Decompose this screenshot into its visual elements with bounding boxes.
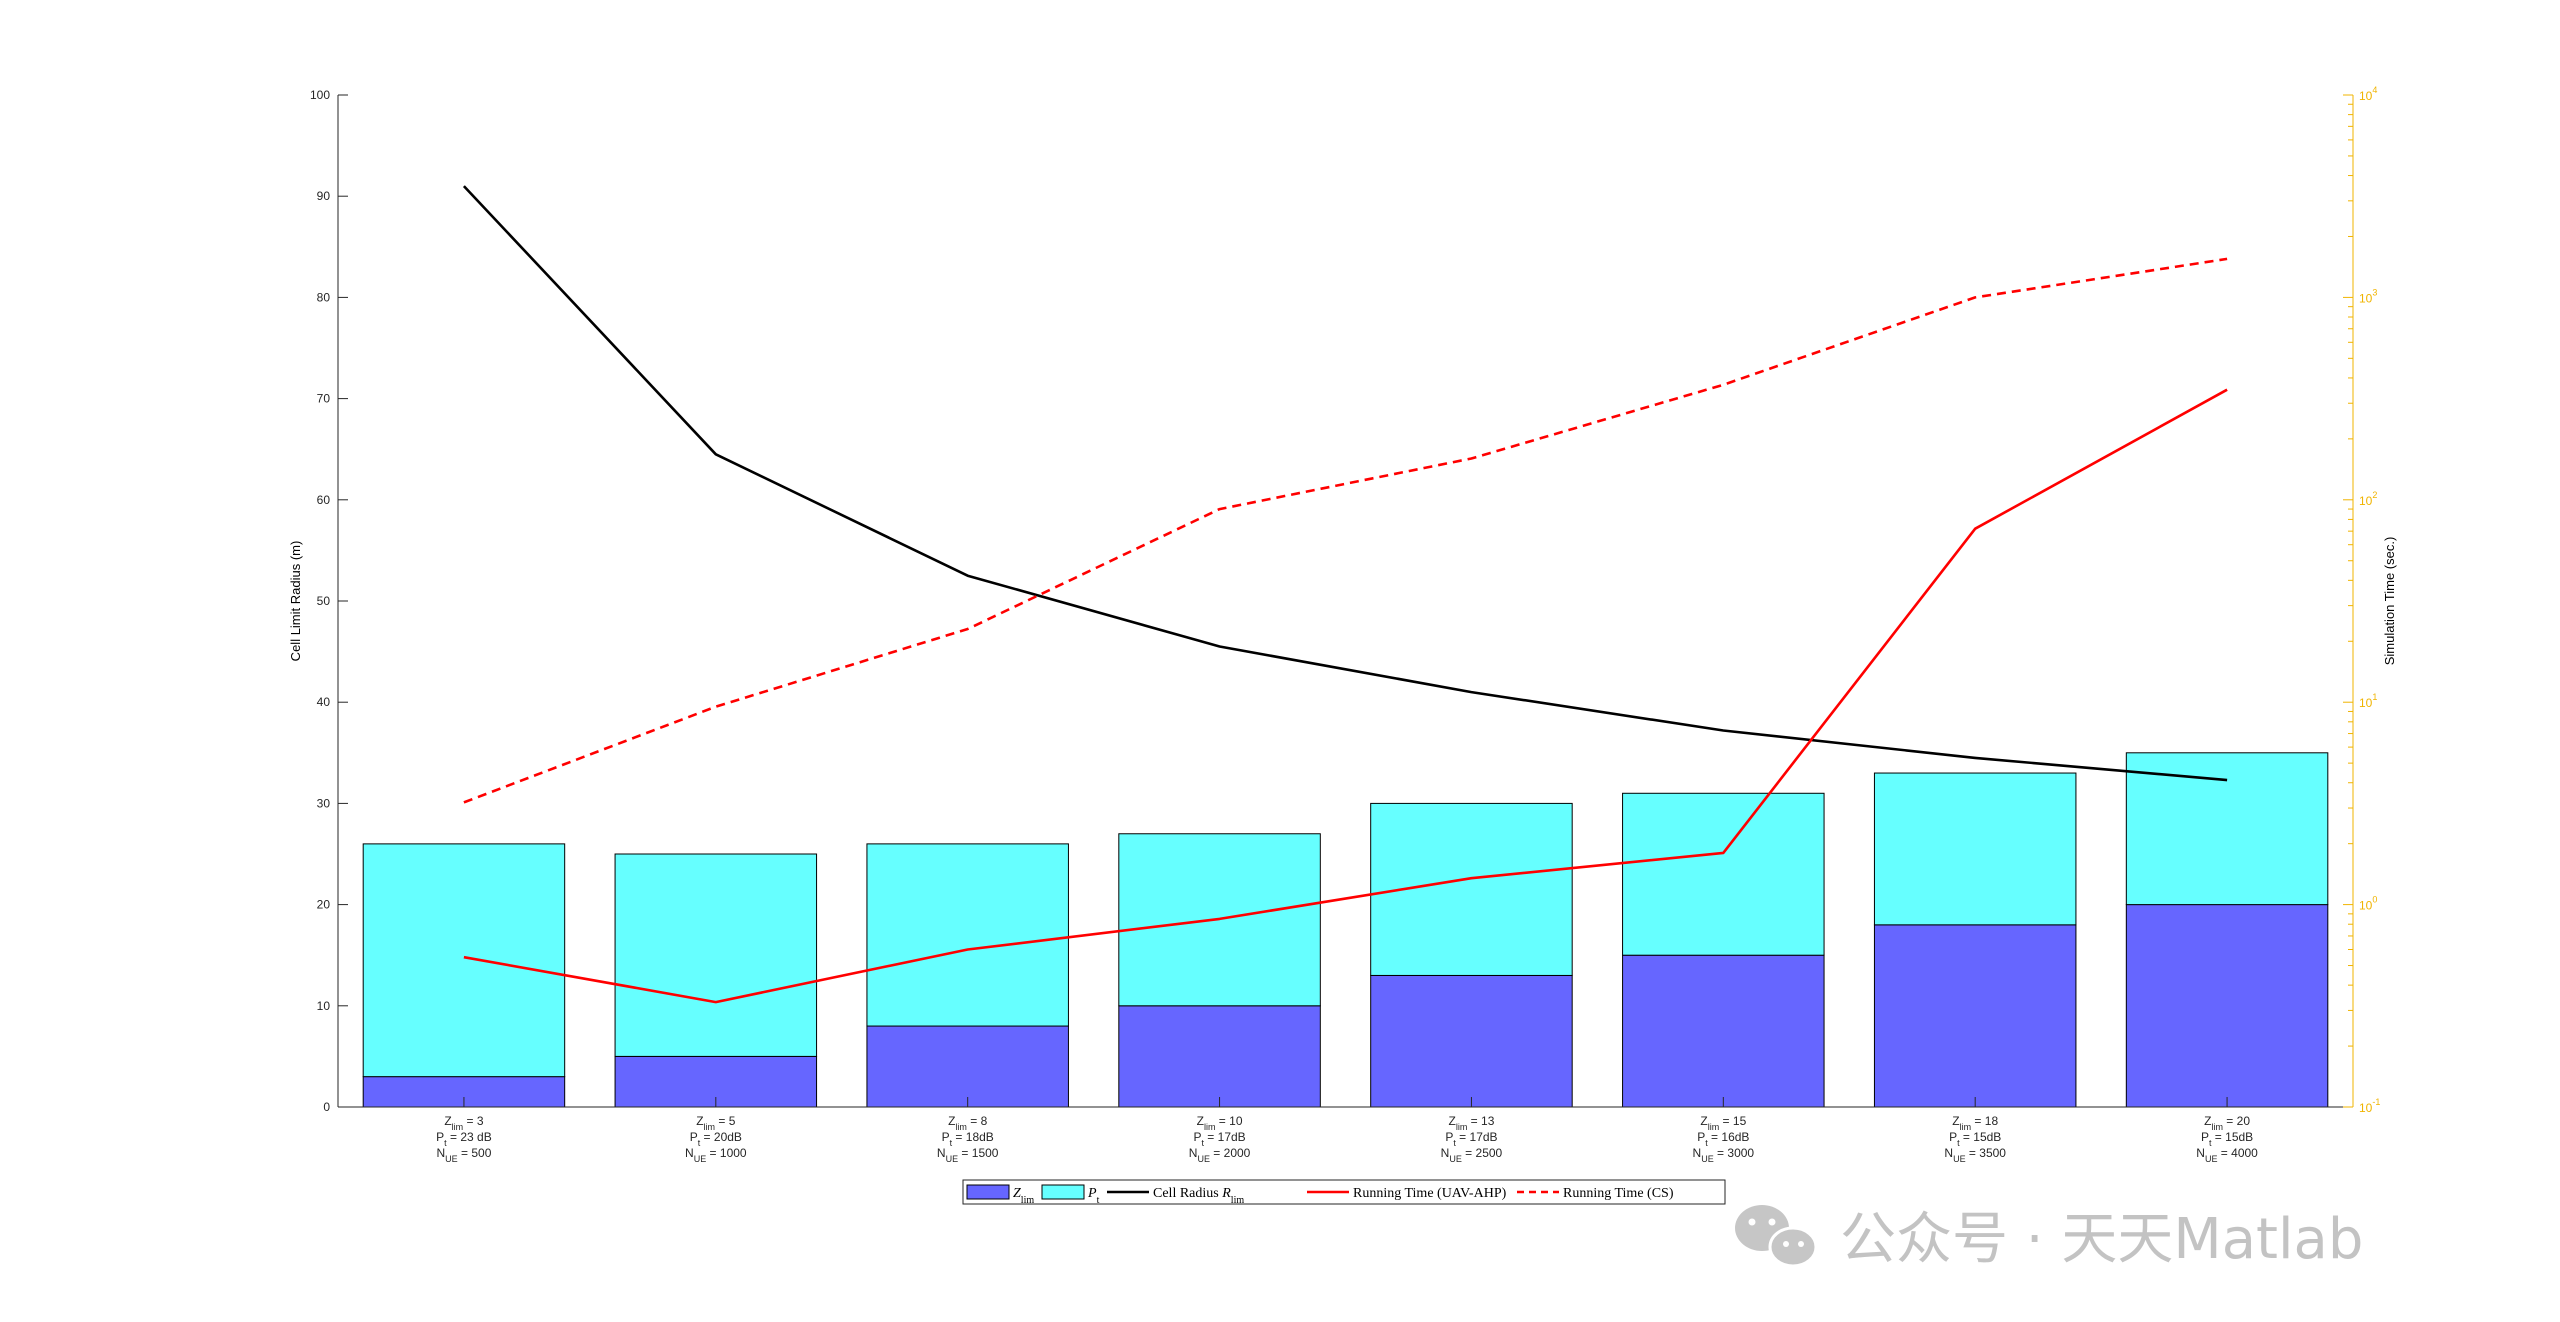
legend-label-3: Running Time (UAV-AHP) — [1353, 1186, 1507, 1201]
x-tick-label-2-line-2: Pt = 18dB — [942, 1130, 994, 1148]
x-tick-label-7-line-2: Pt = 15dB — [2201, 1130, 2253, 1148]
bar-p-t-5 — [1622, 792, 1825, 956]
x-tick-label-5-line-2: Pt = 16dB — [1697, 1130, 1749, 1148]
x-tick-label-4-line-2: Pt = 17dB — [1445, 1130, 1497, 1148]
right-axis-title: Simulation Time (sec.) — [2382, 537, 2397, 666]
bar-z-lim-6 — [1873, 924, 2077, 1108]
left-tick-label-8: 80 — [317, 290, 331, 304]
x-tick-label-1-line-1: Zlim = 5 — [696, 1114, 736, 1132]
left-tick-label-9: 90 — [317, 189, 331, 203]
bar-z-lim-2 — [866, 1025, 1069, 1108]
wechat-icon — [1735, 1205, 1818, 1268]
left-tick-label-6: 60 — [317, 493, 331, 507]
left-tick-label-4: 40 — [317, 695, 331, 709]
left-tick-label-10: 100 — [310, 88, 330, 102]
bar-p-t-7 — [2125, 752, 2329, 906]
left-tick-label-7: 70 — [317, 392, 331, 406]
bar-p-t-2 — [866, 843, 1069, 1027]
left-axis-title: Cell Limit Radius (m) — [288, 541, 303, 662]
x-tick-label-2-line-1: Zlim = 8 — [948, 1114, 988, 1132]
axes-layer: 0 10 20 30 40 50 60 70 80 90 100 Cell Limit Radius … — [288, 85, 2397, 1164]
legend-item-4: Running Time (CS) — [1517, 1186, 1674, 1201]
left-tick-label-3: 30 — [317, 796, 331, 810]
x-tick-label-0-line-1: Zlim = 3 — [444, 1114, 484, 1132]
x-tick-label-4-line-3: NUE = 2500 — [1441, 1146, 1503, 1164]
right-tick-label-5: 104 — [2359, 85, 2377, 103]
right-tick-label-2: 101 — [2359, 692, 2377, 710]
bar-p-t-6 — [1873, 772, 2077, 926]
legend[interactable]: Zlim Pt Cell Radius Rlim Running Time (UAV-… — [962, 1179, 1726, 1206]
line-series-1 — [463, 388, 2228, 1004]
x-tick-label-6-line-1: Zlim = 18 — [1952, 1114, 1998, 1132]
right-tick-label-1: 100 — [2359, 895, 2377, 913]
x-tick-label-3-line-2: Pt = 17dB — [1193, 1130, 1245, 1148]
x-tick-label-5-line-3: NUE = 3000 — [1693, 1146, 1755, 1164]
bar-z-lim-5 — [1622, 954, 1825, 1108]
x-tick-label-7-line-1: Zlim = 20 — [2204, 1114, 2250, 1132]
x-tick-label-0-line-3: NUE = 500 — [436, 1146, 491, 1164]
left-tick-label-5: 50 — [317, 594, 331, 608]
legend-label-2: Cell Radius Rlim — [1153, 1186, 1244, 1206]
left-tick-label-1: 10 — [317, 999, 331, 1013]
legend-swatch-1 — [1041, 1184, 1085, 1200]
legend-label-0: Zlim — [1013, 1186, 1034, 1206]
x-tick-label-1-line-2: Pt = 20dB — [690, 1130, 742, 1148]
x-tick-label-1-line-3: NUE = 1000 — [685, 1146, 747, 1164]
x-tick-label-5-line-1: Zlim = 15 — [1700, 1114, 1746, 1132]
x-tick-label-3-line-1: Zlim = 10 — [1197, 1114, 1243, 1132]
legend-swatch-0 — [966, 1184, 1010, 1200]
x-tick-label-4-line-1: Zlim = 13 — [1449, 1114, 1495, 1132]
right-tick-label-3: 102 — [2359, 490, 2377, 508]
lines-layer — [462, 185, 2228, 1004]
bar-z-lim-7 — [2125, 904, 2329, 1108]
legend-item-3: Running Time (UAV-AHP) — [1307, 1186, 1507, 1201]
line-series-2 — [463, 257, 2228, 804]
legend-item-1: Pt — [1041, 1184, 1100, 1206]
x-tick-label-6-line-2: Pt = 15dB — [1949, 1130, 2001, 1148]
bars-layer — [362, 752, 2329, 1108]
legend-label-4: Running Time (CS) — [1563, 1186, 1674, 1201]
watermark: 公众号 · 天天Matlab — [1735, 1205, 2363, 1272]
watermark-text: 公众号 · 天天Matlab — [1840, 1207, 2363, 1272]
legend-item-0: Zlim — [966, 1184, 1034, 1206]
bar-z-lim-3 — [1118, 1005, 1321, 1108]
bar-z-lim-4 — [1370, 974, 1573, 1108]
legend-item-2: Cell Radius Rlim — [1107, 1186, 1244, 1206]
x-tick-label-7-line-3: NUE = 4000 — [2196, 1146, 2258, 1164]
bar-p-t-1 — [614, 853, 818, 1057]
right-tick-label-0: 10-1 — [2359, 1097, 2380, 1115]
left-tick-label-2: 20 — [317, 898, 331, 912]
left-tick-label-0: 0 — [323, 1100, 330, 1114]
bar-p-t-0 — [362, 843, 566, 1078]
line-series-0 — [462, 185, 2228, 782]
x-tick-label-0-line-2: Pt = 23 dB — [436, 1130, 492, 1148]
legend-label-1: Pt — [1087, 1186, 1100, 1206]
x-tick-label-3-line-3: NUE = 2000 — [1189, 1146, 1251, 1164]
right-tick-label-4: 103 — [2359, 287, 2377, 305]
x-tick-label-6-line-3: NUE = 3500 — [1944, 1146, 2006, 1164]
x-tick-label-2-line-3: NUE = 1500 — [937, 1146, 999, 1164]
